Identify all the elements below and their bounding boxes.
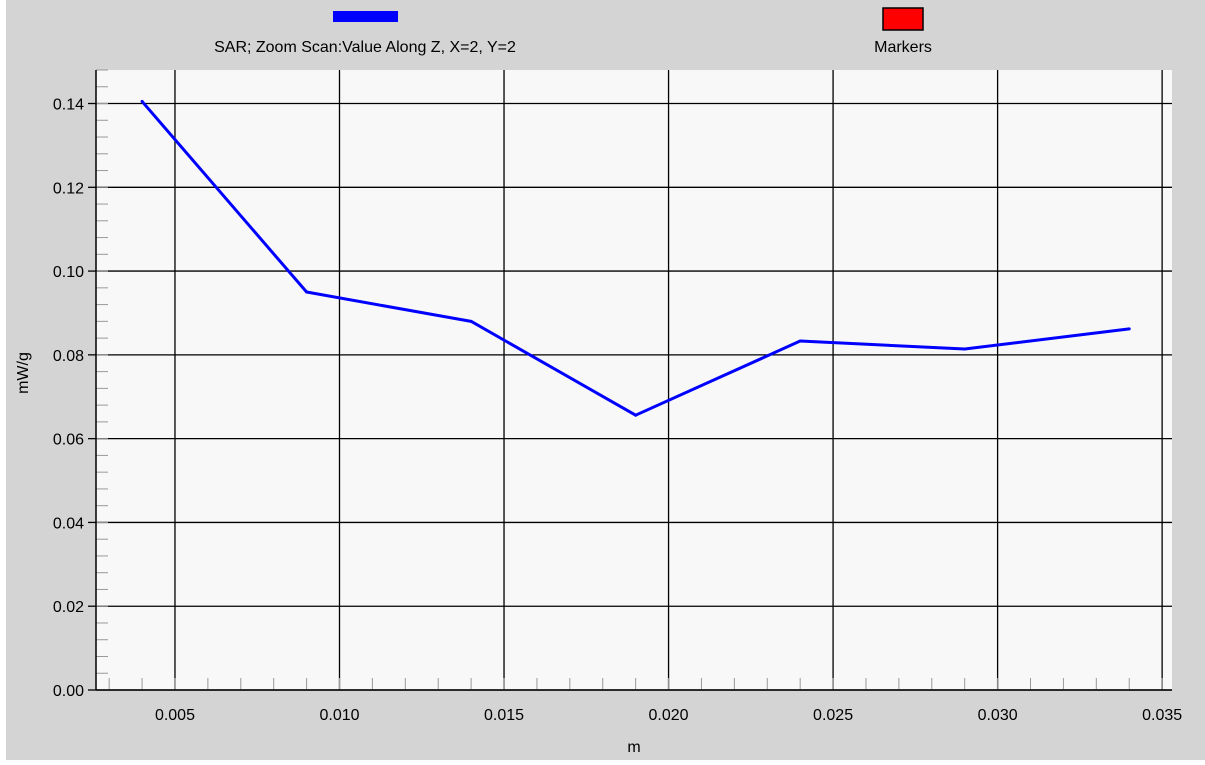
data-point (634, 413, 638, 417)
x-tick-label: 0.005 (155, 707, 195, 724)
data-point (305, 290, 309, 294)
y-tick-label: 0.04 (53, 515, 84, 532)
y-tick-label: 0.14 (53, 97, 84, 114)
x-axis-label: m (627, 739, 640, 756)
legend-label-sar: SAR; Zoom Scan:Value Along Z, X=2, Y=2 (214, 39, 516, 56)
y-tick-label: 0.06 (53, 432, 84, 449)
minor-ticks (96, 69, 1163, 690)
y-tick-label: 0.08 (53, 348, 84, 365)
axis-layer: 0.005 0.010 0.015 0.020 0.025 0.030 0.035 0.00 0… (53, 70, 1182, 724)
data-point (1127, 327, 1131, 331)
legend-swatch-markers (882, 7, 924, 31)
x-tick-label: 0.030 (978, 707, 1018, 724)
x-tick-label: 0.035 (1142, 707, 1182, 724)
data-point (469, 319, 473, 323)
legend-label-markers: Markers (874, 39, 932, 56)
y-tick-label: 0.12 (53, 180, 84, 197)
x-tick-label: 0.025 (813, 707, 853, 724)
series-layer (140, 99, 1131, 417)
y-axis-label: mW/g (15, 352, 32, 394)
y-tick-label: 0.02 (53, 599, 84, 616)
x-tick-label: 0.010 (319, 707, 359, 724)
data-point (140, 99, 144, 103)
y-tick-label: 0.10 (53, 264, 84, 281)
plot-area (96, 70, 1172, 690)
x-tick-label: 0.015 (484, 707, 524, 724)
x-tick-label: 0.020 (649, 707, 689, 724)
data-point (963, 347, 967, 351)
legend-swatch-sar (333, 11, 398, 22)
y-tick-label: 0.00 (53, 683, 84, 700)
data-point (798, 339, 802, 343)
